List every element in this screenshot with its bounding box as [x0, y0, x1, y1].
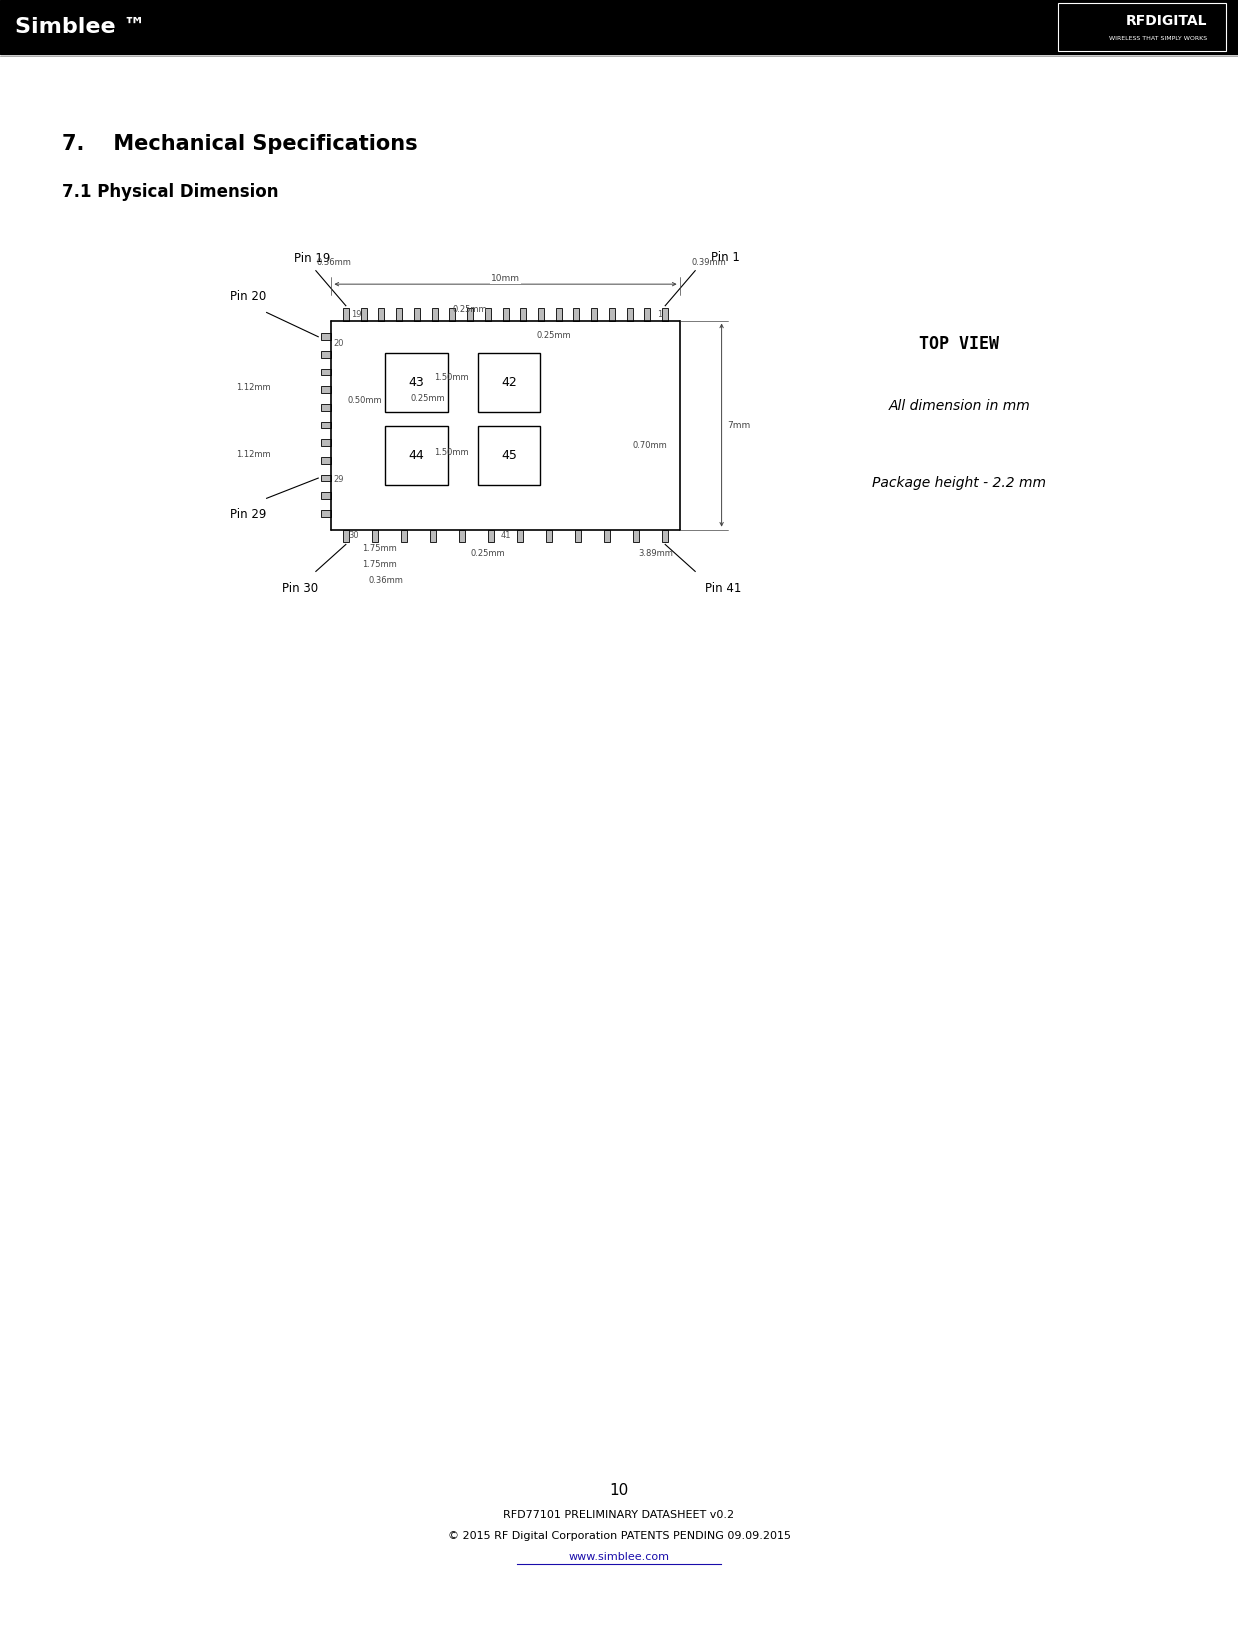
Bar: [321, 404, 332, 411]
Text: 1: 1: [657, 311, 662, 319]
Bar: [385, 353, 448, 412]
Bar: [379, 309, 384, 321]
Text: Pin 30: Pin 30: [282, 582, 318, 596]
Text: WIRELESS THAT SIMPLY WORKS: WIRELESS THAT SIMPLY WORKS: [1109, 36, 1207, 41]
Bar: [467, 309, 473, 321]
Bar: [556, 309, 562, 321]
Bar: [478, 425, 540, 486]
Bar: [321, 422, 332, 429]
Bar: [396, 309, 402, 321]
Bar: [413, 309, 420, 321]
Bar: [321, 386, 332, 393]
Text: 7.1 Physical Dimension: 7.1 Physical Dimension: [62, 183, 279, 201]
Text: 1.12mm: 1.12mm: [236, 383, 271, 393]
Bar: [573, 309, 579, 321]
Bar: [0, 0, 1238, 54]
Bar: [539, 309, 543, 321]
Text: Pin 19: Pin 19: [295, 252, 331, 265]
Text: 0.50mm: 0.50mm: [348, 396, 383, 406]
Bar: [343, 309, 349, 321]
Text: RFDIGITAL: RFDIGITAL: [1125, 13, 1207, 28]
Text: Pin 20: Pin 20: [230, 290, 266, 303]
Text: 0.70mm: 0.70mm: [633, 440, 667, 450]
Text: Pin 1: Pin 1: [711, 250, 739, 263]
Text: TOP VIEW: TOP VIEW: [920, 334, 999, 353]
Bar: [321, 368, 332, 375]
Bar: [449, 309, 456, 321]
Bar: [321, 440, 332, 447]
Bar: [517, 530, 522, 542]
Text: 0.25mm: 0.25mm: [410, 394, 444, 402]
Bar: [321, 352, 332, 358]
Bar: [321, 474, 332, 481]
Bar: [645, 309, 650, 321]
Text: RFD77101 PRELIMINARY DATASHEET v0.2: RFD77101 PRELIMINARY DATASHEET v0.2: [504, 1510, 734, 1520]
Text: 7mm: 7mm: [727, 420, 750, 430]
Text: 10mm: 10mm: [491, 275, 520, 283]
Bar: [430, 530, 436, 542]
Bar: [662, 309, 669, 321]
Text: 1.50mm: 1.50mm: [435, 448, 469, 456]
Text: 0.36mm: 0.36mm: [317, 258, 352, 267]
Text: 1.75mm: 1.75mm: [361, 545, 397, 553]
Text: 44: 44: [409, 448, 425, 461]
Text: 0.36mm: 0.36mm: [368, 576, 402, 586]
Bar: [662, 530, 669, 542]
Bar: [576, 530, 581, 542]
Text: 45: 45: [501, 448, 517, 461]
Bar: [459, 530, 465, 542]
Text: 1.50mm: 1.50mm: [435, 373, 469, 383]
Bar: [321, 456, 332, 463]
Text: Pin 41: Pin 41: [704, 582, 742, 596]
Bar: [1058, 3, 1226, 51]
Bar: [385, 425, 448, 486]
Bar: [321, 510, 332, 517]
Text: All dimension in mm: All dimension in mm: [889, 399, 1030, 412]
Text: 43: 43: [409, 376, 425, 389]
Bar: [360, 309, 366, 321]
Bar: [488, 530, 494, 542]
Text: 10: 10: [609, 1482, 629, 1499]
Bar: [343, 530, 349, 542]
Bar: [520, 309, 526, 321]
Bar: [432, 309, 437, 321]
Text: Pin 29: Pin 29: [230, 507, 267, 520]
Text: Package height - 2.2 mm: Package height - 2.2 mm: [873, 476, 1046, 489]
Text: 19: 19: [350, 311, 361, 319]
Text: 29: 29: [334, 476, 344, 484]
Bar: [609, 309, 615, 321]
Bar: [633, 530, 639, 542]
Text: 3.89mm: 3.89mm: [638, 550, 673, 558]
Bar: [592, 309, 597, 321]
Bar: [546, 530, 552, 542]
Text: Simblee ™: Simblee ™: [15, 16, 146, 38]
Text: 1.12mm: 1.12mm: [236, 450, 271, 460]
Text: 30: 30: [348, 532, 359, 540]
Bar: [321, 334, 332, 340]
Text: 41: 41: [500, 532, 511, 540]
Bar: [626, 309, 633, 321]
Text: 1.75mm: 1.75mm: [361, 560, 397, 569]
Text: 0.25mm: 0.25mm: [452, 304, 487, 314]
Bar: [401, 530, 407, 542]
Text: 7.    Mechanical Specifications: 7. Mechanical Specifications: [62, 134, 417, 154]
Text: 20: 20: [334, 339, 344, 348]
Bar: [604, 530, 610, 542]
Text: 0.25mm: 0.25mm: [536, 332, 571, 340]
Text: 0.39mm: 0.39mm: [692, 258, 727, 267]
Text: 0.25mm: 0.25mm: [470, 550, 505, 558]
Bar: [371, 530, 378, 542]
Text: 42: 42: [501, 376, 517, 389]
Bar: [485, 309, 490, 321]
Bar: [321, 492, 332, 499]
Text: www.simblee.com: www.simblee.com: [568, 1553, 670, 1562]
Text: © 2015 RF Digital Corporation PATENTS PENDING 09.09.2015: © 2015 RF Digital Corporation PATENTS PE…: [447, 1531, 791, 1541]
Bar: [503, 309, 509, 321]
Bar: [478, 353, 540, 412]
